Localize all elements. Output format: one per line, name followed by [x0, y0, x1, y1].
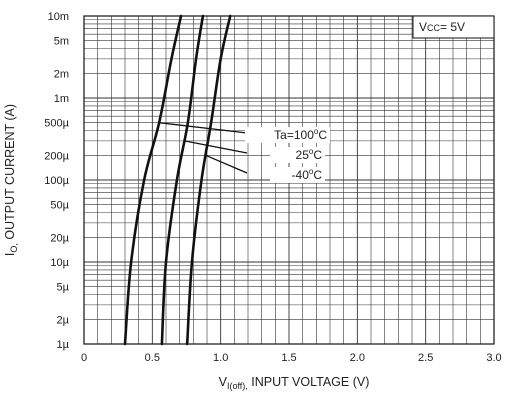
x-tick-label: 0.5 — [145, 352, 160, 364]
y-tick-label: 100µ — [44, 175, 69, 187]
series-label-bg — [270, 147, 325, 163]
x-tick-label: 1.5 — [281, 352, 296, 364]
y-axis-title: IO, OUTPUT CURRENT (A) — [3, 104, 19, 256]
y-tick-label: 2m — [54, 68, 69, 80]
series-leader-line — [159, 122, 248, 134]
series-label-bg — [245, 127, 330, 143]
condition-box: VCC= 5V — [412, 15, 495, 39]
x-tick-label: 0 — [81, 352, 87, 364]
series-label: -40oC — [292, 167, 323, 182]
y-tick-labels: 10m 5m 2m 1m 500µ 200µ 100µ 50µ 20µ 10µ 5µ 2µ 1µ — [44, 11, 69, 351]
y-tick-label: 10µ — [50, 257, 69, 269]
y-tick-label: 1m — [54, 93, 69, 105]
y-tick-label: 50µ — [50, 200, 69, 212]
grid — [84, 16, 494, 344]
y-tick-label: 5m — [54, 36, 69, 48]
x-axis-title: VI(off), INPUT VOLTAGE (V) — [219, 375, 370, 391]
y-tick-label: 500µ — [44, 118, 69, 130]
plot-frame — [83, 15, 495, 345]
y-tick-label: 200µ — [44, 150, 69, 162]
series-leaders — [159, 122, 248, 174]
series-label: 25oC — [296, 147, 323, 162]
series-line-0 — [123, 14, 183, 346]
series-leader-line — [205, 154, 248, 174]
y-tick-label: 5µ — [57, 282, 70, 294]
series-labels: Ta=100oC 25oC -40oC — [245, 127, 330, 183]
x-tick-label: 2.0 — [350, 352, 365, 364]
y-tick-label: 1µ — [57, 339, 70, 351]
curves — [123, 14, 232, 346]
x-tick-labels: 0 0.5 1.0 1.5 2.0 2.5 3.0 — [81, 352, 502, 364]
y-tick-label: 2µ — [57, 314, 70, 326]
series-label: Ta=100oC — [274, 127, 327, 142]
series-leader-line — [184, 140, 248, 154]
series-line-1 — [160, 14, 205, 346]
y-tick-label: 20µ — [50, 232, 69, 244]
y-tick-label: 10m — [48, 11, 69, 23]
x-tick-label: 2.5 — [418, 352, 433, 364]
x-tick-label: 3.0 — [486, 352, 501, 364]
series-label-bg — [270, 167, 325, 183]
x-tick-label: 1.0 — [213, 352, 228, 364]
condition-label: VCC= 5V — [419, 20, 465, 34]
series-line-2 — [185, 14, 232, 346]
